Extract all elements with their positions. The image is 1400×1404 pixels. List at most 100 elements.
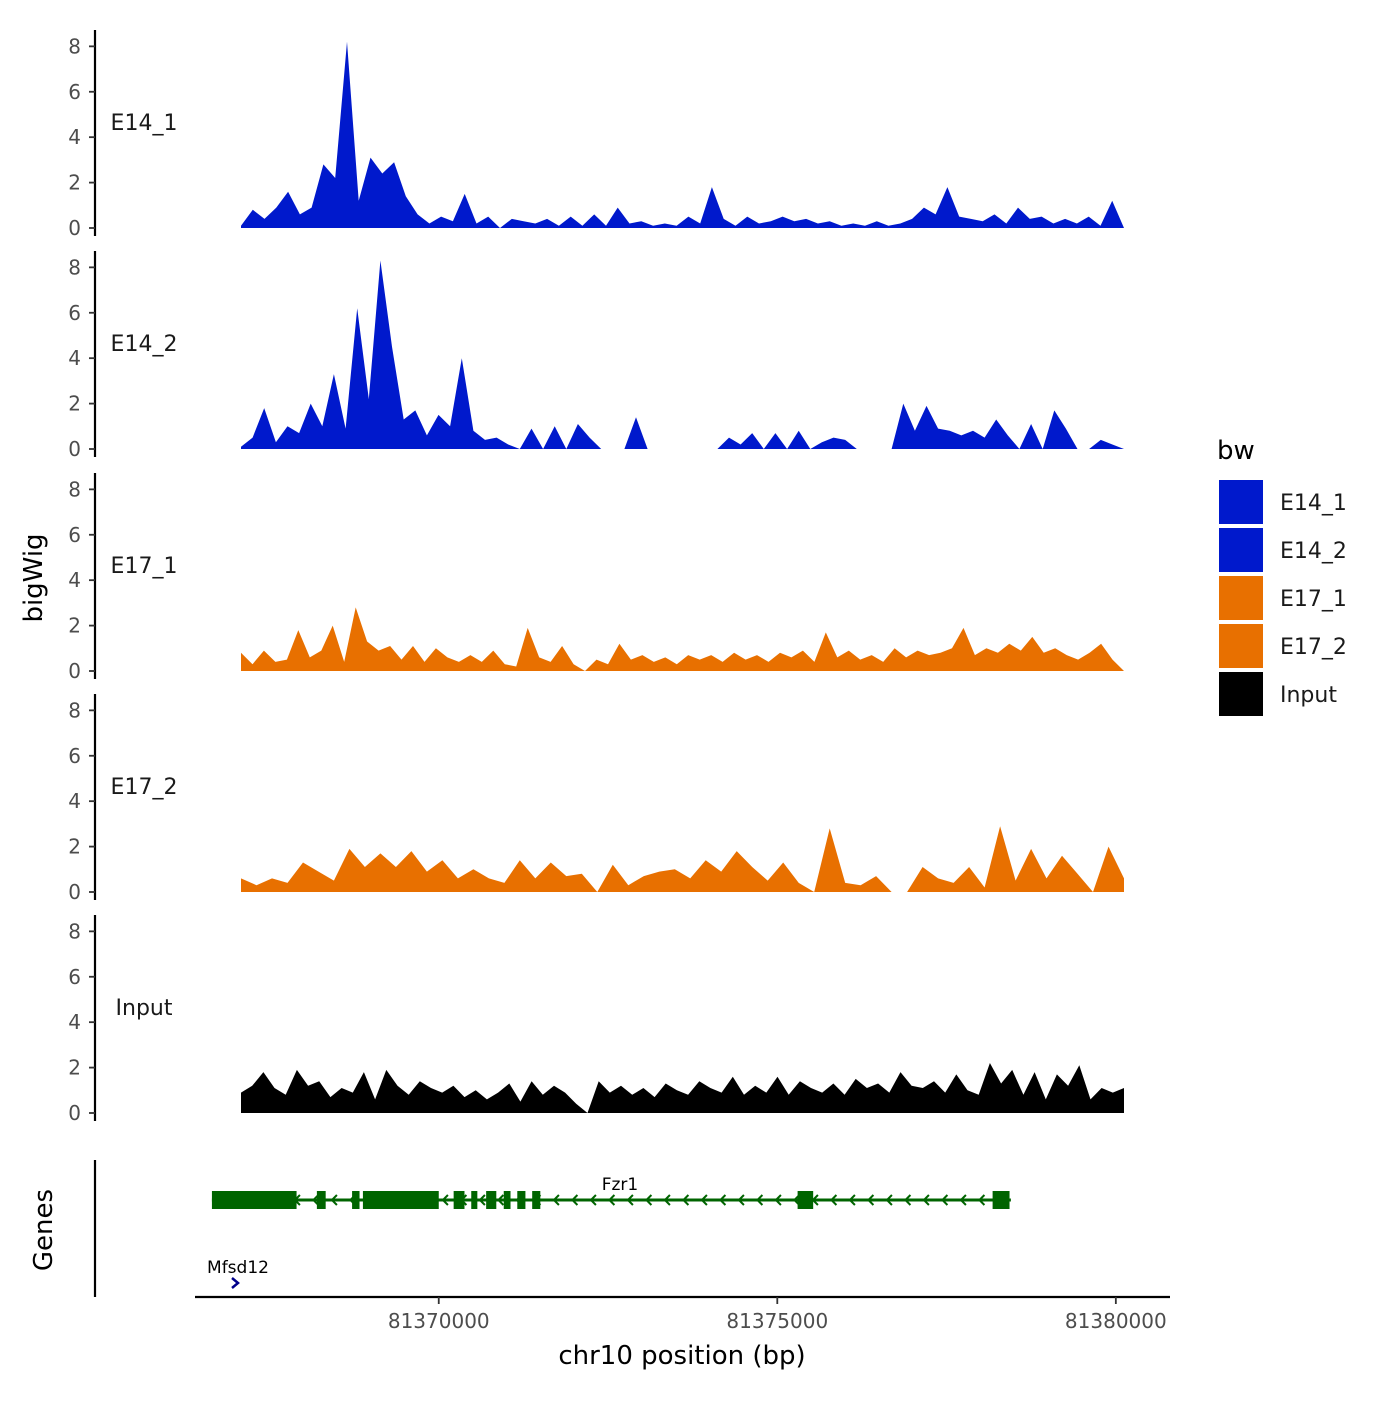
legend-swatch (1219, 624, 1263, 668)
strand-arrow (885, 1194, 893, 1206)
gene-exon (992, 1191, 1010, 1209)
y-axis-title: bigWig (19, 533, 49, 622)
strand-arrow (830, 1194, 838, 1206)
legend-label: E14_2 (1280, 539, 1347, 564)
legend-swatch (1219, 480, 1263, 524)
gene-exon (486, 1191, 497, 1209)
y-tick-label: 4 (68, 125, 81, 149)
strand-arrow (552, 1194, 560, 1206)
legend-swatch (1219, 672, 1263, 716)
gene-exon (453, 1191, 465, 1209)
strand-arrow (978, 1194, 986, 1206)
gene-exon (362, 1191, 439, 1209)
strand-arrow (645, 1194, 653, 1206)
signal-area (241, 41, 1124, 228)
strand-arrow (589, 1194, 597, 1206)
gene-label: Fzr1 (602, 1175, 639, 1195)
x-axis: 81370000 81375000 81380000 (195, 1295, 1170, 1333)
track-label: E17_2 (111, 775, 178, 800)
y-tick-label: 8 (68, 919, 81, 943)
y-tick-label: 8 (68, 477, 81, 501)
y-tick-label: 2 (68, 1056, 81, 1080)
strand-arrow (478, 1194, 486, 1206)
gene-exon (211, 1191, 297, 1209)
gene-exon (797, 1191, 814, 1209)
gene-exon (316, 1191, 326, 1209)
y-tick-label: 6 (68, 80, 81, 104)
y-tick-label: 4 (68, 346, 81, 370)
legend-label: E17_2 (1280, 635, 1347, 660)
signal-area (241, 260, 1124, 449)
strand-arrow (719, 1194, 727, 1206)
y-tick-label: 6 (68, 965, 81, 989)
gene-exon (471, 1191, 478, 1209)
y-tick-label: 4 (68, 568, 81, 592)
strand-arrow (608, 1194, 616, 1206)
strand-arrow (959, 1194, 967, 1206)
strand-arrow (904, 1194, 912, 1206)
y-tick-label: 2 (68, 392, 81, 416)
gene-mfsd12: Mfsd12 (207, 1258, 269, 1289)
track-e14-2: 0 2 4 6 8 E14_2 (68, 251, 1124, 461)
y-tick-label: 2 (68, 171, 81, 195)
y-tick-label: 2 (68, 614, 81, 638)
y-tick-label: 6 (68, 744, 81, 768)
legend-swatch (1219, 576, 1263, 620)
strand-arrow (700, 1194, 708, 1206)
y-tick-label: 0 (68, 1101, 81, 1125)
strand-arrow (231, 1277, 240, 1289)
strand-arrow (497, 1194, 505, 1206)
x-tick-label: 81375000 (726, 1309, 828, 1333)
x-tick-label: 81380000 (1065, 1309, 1167, 1333)
strand-arrow (756, 1194, 764, 1206)
strand-arrow (441, 1194, 449, 1206)
legend: bw E14_1 E14_2 E17_1 E17_2 Input (1217, 436, 1347, 716)
strand-arrow (626, 1194, 634, 1206)
track-label: E14_1 (111, 111, 178, 136)
legend-label: E17_1 (1280, 587, 1347, 612)
strand-arrow (867, 1194, 875, 1206)
y-tick-label: 6 (68, 523, 81, 547)
strand-arrow (774, 1194, 782, 1206)
track-label: E17_1 (111, 554, 178, 579)
track-e14-1: 0 2 4 6 8 E14_1 (68, 30, 1124, 240)
y-tick-label: 4 (68, 789, 81, 813)
strand-arrow (848, 1194, 856, 1206)
signal-area (241, 826, 1124, 892)
strand-arrow (682, 1194, 690, 1206)
y-tick-label: 2 (68, 835, 81, 859)
y-tick-label: 8 (68, 255, 81, 279)
y-tick-label: 8 (68, 698, 81, 722)
strand-arrow (663, 1194, 671, 1206)
strand-arrow (330, 1194, 338, 1206)
strand-arrow (571, 1194, 579, 1206)
gene-exon (503, 1191, 511, 1209)
y-tick-label: 8 (68, 34, 81, 58)
y-tick-label: 0 (68, 659, 81, 683)
legend-label: Input (1280, 683, 1337, 708)
gene-track: Fzr1 Mfsd12 (93, 1160, 1011, 1297)
signal-tracks: 0 2 4 6 8 E14_1 0 2 4 6 8 E14_2 0 2 4 6 8 E17_1 0 2 4 6 8 E17_2… (68, 30, 1124, 1125)
strand-arrow (941, 1194, 949, 1206)
track-e17-1: 0 2 4 6 8 E17_1 (68, 473, 1124, 683)
gene-exon (532, 1191, 541, 1209)
track-e17-2: 0 2 4 6 8 E17_2 (68, 694, 1124, 904)
gene-exon (352, 1191, 360, 1209)
y-tick-label: 0 (68, 880, 81, 904)
legend-title: bw (1217, 436, 1255, 466)
track-input: 0 2 4 6 8 Input (68, 915, 1124, 1125)
gene-label: Mfsd12 (207, 1258, 269, 1278)
signal-area (241, 607, 1124, 671)
track-label: Input (116, 996, 173, 1021)
gene-fzr1: Fzr1 (211, 1175, 1011, 1209)
strand-arrow (312, 1194, 320, 1206)
x-tick-label: 81370000 (388, 1309, 490, 1333)
y-tick-label: 6 (68, 301, 81, 325)
strand-arrow (922, 1194, 930, 1206)
x-axis-title: chr10 position (bp) (558, 1341, 805, 1371)
y-tick-label: 0 (68, 216, 81, 240)
legend-label: E14_1 (1280, 491, 1347, 516)
strand-arrow (737, 1194, 745, 1206)
